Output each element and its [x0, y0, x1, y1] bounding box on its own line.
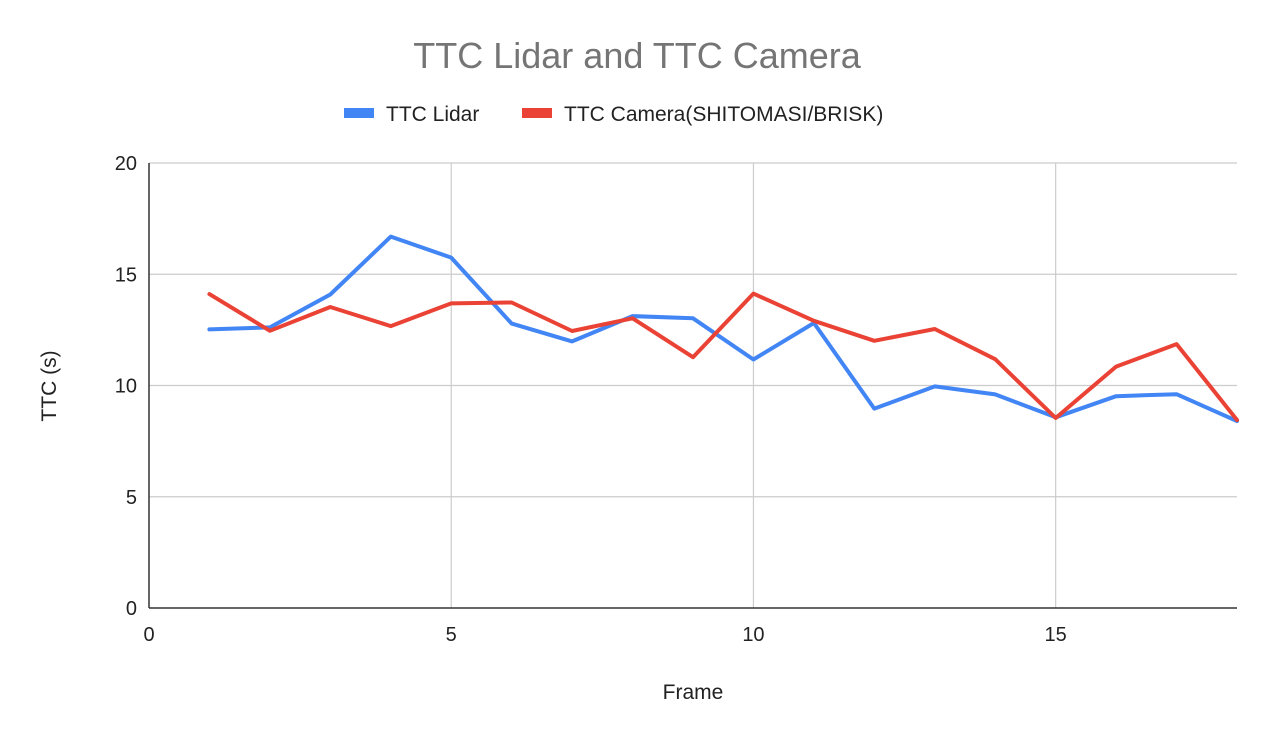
- legend-swatch-lidar: [344, 108, 374, 118]
- x-tick-label: 10: [742, 624, 764, 646]
- legend-label-lidar: TTC Lidar: [386, 103, 479, 126]
- legend: TTC Lidar TTC Camera(SHITOMASI/BRISK): [344, 103, 883, 126]
- y-axis-title: TTC (s): [38, 350, 61, 421]
- x-tick-label: 0: [143, 624, 154, 646]
- chart-title: TTC Lidar and TTC Camera: [413, 35, 861, 76]
- y-tick-label: 10: [115, 376, 137, 398]
- axes: [148, 163, 1237, 609]
- y-tick-label: 5: [126, 487, 137, 509]
- legend-swatch-camera: [522, 108, 552, 118]
- x-tick-label: 15: [1045, 624, 1067, 646]
- series-layer: [207, 234, 1239, 424]
- y-tick-label: 15: [115, 264, 137, 286]
- y-tick-label: 0: [126, 598, 137, 620]
- series-line-camera: [207, 291, 1239, 422]
- series-line-lidar: [207, 234, 1239, 424]
- y-tick-label: 20: [115, 153, 137, 175]
- x-axis-title: Frame: [663, 681, 724, 704]
- x-tick-label: 5: [446, 624, 457, 646]
- tick-labels: 0 5 10 15 20 0 5 10 15: [115, 153, 1067, 646]
- grid: [149, 162, 1237, 608]
- legend-label-camera: TTC Camera(SHITOMASI/BRISK): [564, 103, 883, 126]
